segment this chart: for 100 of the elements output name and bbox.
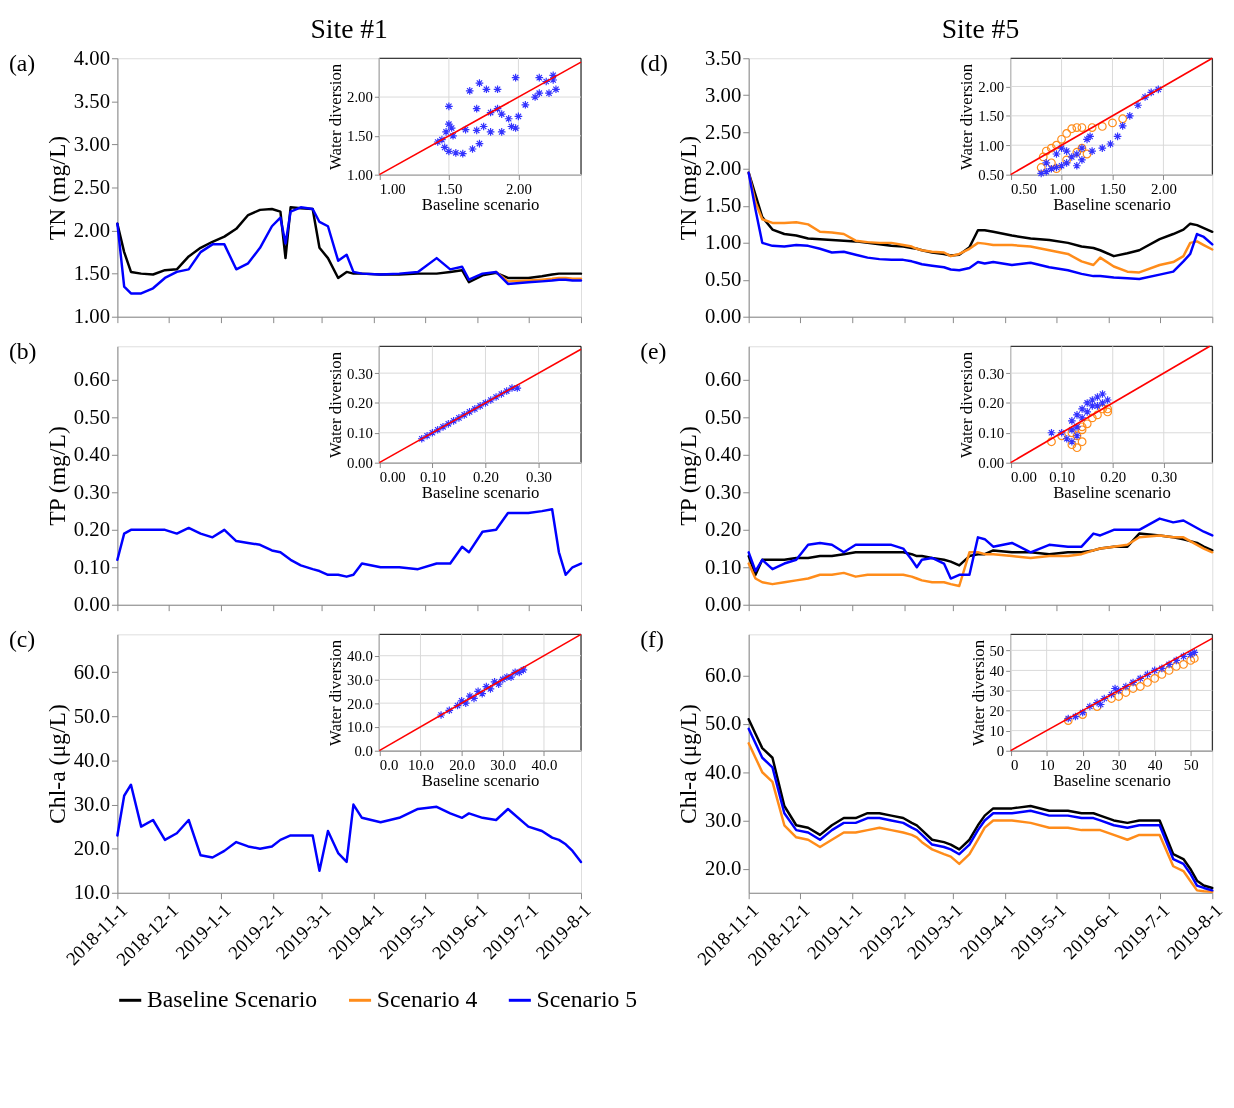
x-tick-label: 20 [1075, 756, 1091, 773]
text: (d) [640, 50, 668, 77]
x-axis-title: Baseline scenario [421, 194, 540, 214]
x-tick-label: 30 [1111, 756, 1127, 773]
y-tick-label: 20.0 [705, 857, 742, 880]
legend-label: Scenario 4 [376, 986, 478, 1013]
y-tick-label: 0.60 [73, 368, 110, 391]
y-tick-label: 0.00 [705, 305, 742, 328]
x-tick-label: 30.0 [490, 756, 517, 773]
y-tick-label: 0.10 [73, 555, 110, 578]
y-tick-label: 0.50 [978, 166, 1005, 183]
y-tick-label: 0.40 [73, 443, 110, 466]
y-tick-label: 10.0 [73, 881, 110, 904]
y-tick-label: 60.0 [73, 660, 110, 683]
x-axis-title: Baseline scenario [1053, 482, 1171, 502]
y-tick-label: 0.10 [705, 555, 742, 578]
point [1186, 656, 1196, 665]
x-tick-label: 2.00 [1150, 180, 1177, 197]
y-tick-label: 0.30 [978, 365, 1005, 382]
x-tick-label: 2.00 [505, 180, 532, 197]
x-tick-label: 0.00 [1011, 468, 1037, 485]
y-tick-label: 0 [996, 743, 1005, 760]
y-tick-label: 20.0 [347, 695, 373, 712]
y-axis-title: TP (mg/L) [43, 426, 70, 526]
y-tick-label: 2.00 [978, 78, 1005, 95]
y-axis-title: Water diversion [957, 351, 977, 458]
y-tick-label: 50.0 [705, 712, 742, 735]
line-series [747, 517, 1214, 580]
y-tick-label: 50 [989, 642, 1005, 659]
text: (c) [8, 626, 36, 653]
y-tick-label: 0.00 [73, 593, 110, 616]
x-axis-title: Baseline scenario [1053, 194, 1171, 214]
y-tick-label: 0.40 [705, 443, 742, 466]
point [1171, 662, 1181, 671]
y-axis-title: TN (mg/L) [675, 135, 702, 241]
y-tick-label: 0.0 [354, 743, 373, 760]
point [1128, 684, 1138, 693]
y-tick-label: 40 [989, 662, 1005, 679]
point [1157, 670, 1167, 679]
point [1110, 684, 1120, 693]
y-tick-label: 1.00 [73, 305, 110, 328]
y-tick-label: 3.50 [705, 46, 742, 69]
y-tick-label: 20.0 [73, 837, 110, 860]
line-series [747, 534, 1214, 588]
y-axis-title: Water diversion [326, 63, 346, 170]
y-tick-label: 10 [989, 723, 1005, 740]
y-tick-label: 0.50 [705, 405, 742, 428]
y-tick-label: 1.50 [705, 194, 742, 217]
x-tick-label: 1.00 [1049, 180, 1075, 197]
y-axis-title: Water diversion [968, 639, 988, 747]
y-tick-label: 0.00 [978, 455, 1005, 472]
legend-label: Scenario 5 [536, 986, 638, 1013]
text: (a) [8, 50, 36, 77]
y-tick-label: 2.00 [347, 89, 373, 106]
text: (f) [640, 626, 664, 653]
y-axis-title: Water diversion [957, 63, 977, 170]
x-tick-label: 50 [1183, 756, 1199, 773]
x-axis-title: Baseline scenario [421, 482, 540, 502]
y-tick-label: 50.0 [73, 704, 110, 727]
point [1121, 688, 1131, 697]
x-tick-label: 0.10 [1049, 468, 1076, 485]
y-tick-label: 4.00 [73, 46, 110, 69]
y-tick-label: 0.50 [705, 268, 742, 291]
chart-title: Site #5 [941, 12, 1020, 44]
line-series [747, 171, 1214, 258]
y-tick-label: 3.00 [705, 83, 742, 106]
text: (e) [640, 338, 667, 365]
y-tick-label: 30.0 [73, 792, 110, 815]
y-axis-title: TP (mg/L) [675, 426, 702, 526]
y-tick-label: 0.20 [705, 518, 742, 541]
chart-title: Site #1 [310, 12, 388, 44]
y-tick-label: 0.50 [73, 405, 110, 428]
x-axis-title: Baseline scenario [421, 770, 540, 790]
x-tick-label: 40 [1147, 756, 1163, 773]
x-tick-label: 0.10 [419, 468, 446, 485]
x-tick-label: 1.00 [379, 180, 406, 197]
x-tick-label: 0.30 [526, 468, 552, 485]
y-tick-label: 40.0 [347, 648, 373, 665]
y-axis-title: Chl-a (μg/L) [43, 704, 70, 824]
y-tick-label: 3.50 [73, 89, 110, 112]
point [1164, 666, 1174, 675]
x-tick-label: 40.0 [531, 756, 558, 773]
y-tick-label: 1.50 [978, 108, 1005, 125]
y-tick-label: 10.0 [347, 719, 373, 736]
y-tick-label: 0.30 [347, 365, 373, 382]
y-tick-label: 30 [989, 682, 1005, 699]
line-series [116, 507, 583, 578]
point [1096, 700, 1106, 709]
y-tick-label: 1.50 [73, 262, 110, 285]
legend-label: Baseline Scenario [146, 986, 318, 1013]
x-tick-label: 10 [1039, 756, 1055, 773]
point [1135, 682, 1145, 691]
x-tick-label: 1.50 [436, 180, 463, 197]
x-tick-label: 0.20 [473, 468, 499, 485]
y-tick-label: 1.50 [347, 128, 373, 145]
y-tick-label: 2.00 [73, 218, 110, 241]
y-tick-label: 0.00 [705, 593, 742, 616]
y-tick-label: 0.20 [347, 395, 373, 412]
y-tick-label: 0.10 [347, 425, 373, 442]
line-series [747, 532, 1214, 577]
